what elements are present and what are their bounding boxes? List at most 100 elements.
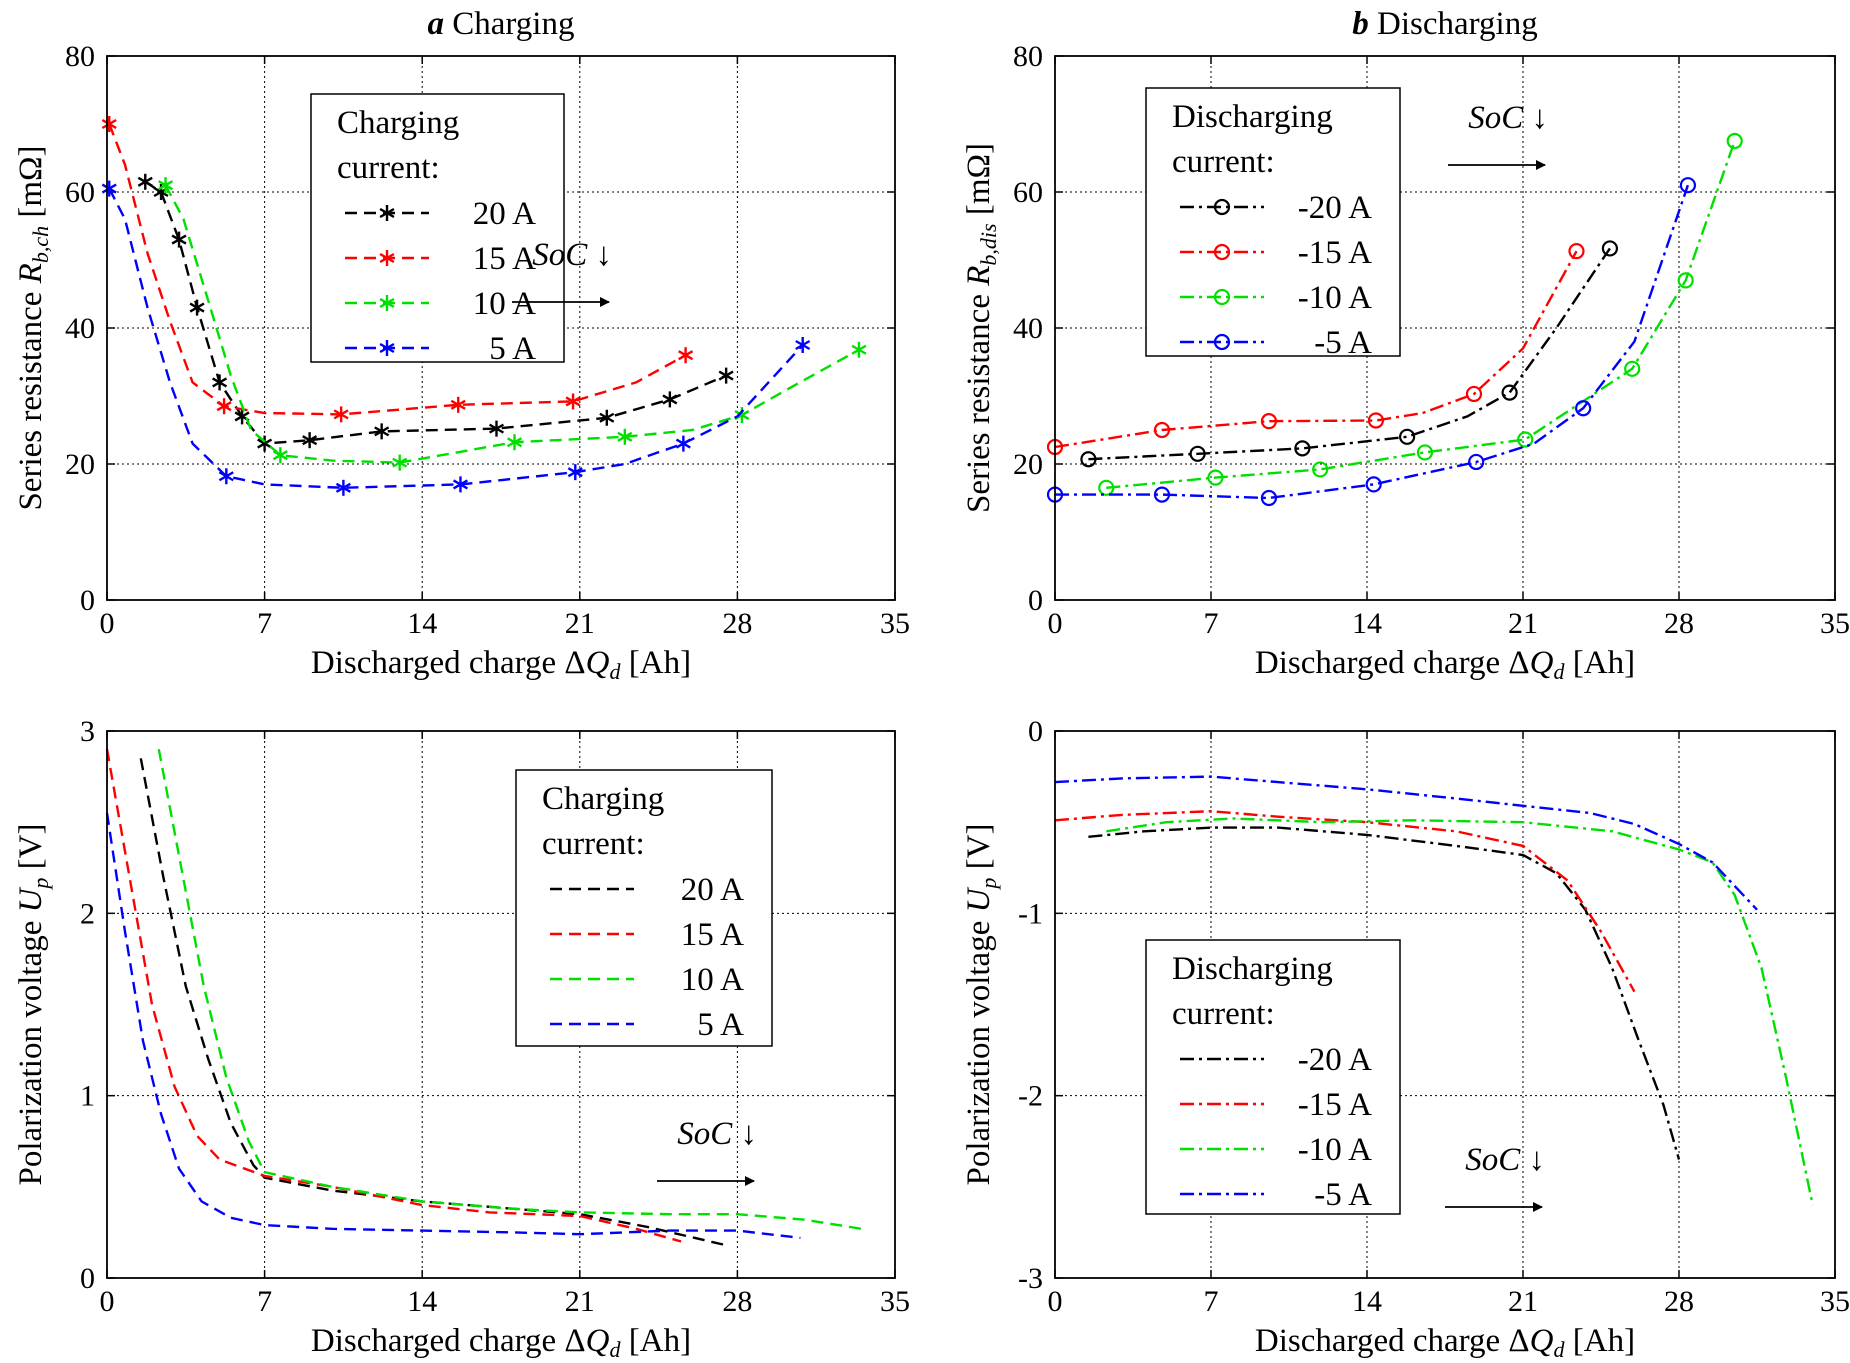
data-point (189, 299, 205, 316)
x-tick-label: 7 (1204, 1285, 1219, 1318)
series-line-20A (139, 758, 727, 1247)
legend-title: Charging (542, 781, 664, 817)
x-axis-label: Discharged charge ΔQd [Ah] (1255, 1323, 1635, 1362)
legend-box (310, 93, 565, 363)
x-axis-label: Discharged charge ΔQd [Ah] (1255, 645, 1635, 684)
x-tick-label: 35 (880, 1285, 910, 1318)
y-tick-label: 0 (80, 584, 95, 617)
x-tick-label: 0 (1048, 607, 1063, 640)
plot-frame (1054, 730, 1836, 1279)
x-tick-label: 21 (1508, 607, 1538, 640)
legend-label: 5 A (489, 331, 536, 367)
legend: Charging current: 20 A 15 A 10 A 5 A (515, 769, 773, 1047)
data-point (1312, 461, 1329, 478)
data-point (257, 435, 273, 452)
x-tick-label: 7 (1204, 607, 1219, 640)
y-tick-label: 80 (65, 40, 95, 73)
y-tick-label: -3 (1018, 1262, 1043, 1295)
chart-title: b Discharging (1352, 6, 1537, 42)
legend-marker (1213, 333, 1231, 351)
plot-frame (1054, 55, 1836, 601)
legend-label: 5 A (697, 1007, 744, 1043)
series-line-neg10A (1106, 817, 1814, 1206)
data-point (718, 367, 734, 384)
data-point (1501, 384, 1518, 401)
data-point (506, 434, 523, 451)
legend-label: -15 A (1298, 235, 1372, 271)
data-point (212, 374, 228, 391)
x-axis-label: Discharged charge ΔQd [Ah] (311, 645, 691, 684)
data-point (302, 432, 318, 449)
series-line-neg20A (1088, 247, 1611, 461)
y-tick-label: 0 (80, 1262, 95, 1295)
series-line-10A (157, 748, 862, 1230)
x-tick-label: 0 (1048, 1285, 1063, 1318)
data-point (450, 396, 466, 413)
data-point (1468, 453, 1485, 471)
series-line-5A (105, 812, 801, 1240)
legend-label: 20 A (681, 872, 744, 908)
data-point (272, 447, 288, 464)
x-tick-label: 21 (565, 1285, 595, 1318)
data-point (171, 231, 187, 248)
data-point (1679, 177, 1697, 194)
legend-title: Charging (337, 105, 459, 141)
soc-annotation: SoC ↓ (1468, 100, 1548, 136)
y-tick-label: 20 (1013, 448, 1043, 481)
series-line-5A (108, 188, 804, 490)
plot-frame (106, 55, 896, 601)
legend: Discharging current: -20 A -15 A -10 A -5 A (1145, 939, 1401, 1215)
series-line-neg15A (1054, 250, 1578, 449)
data-point (1153, 421, 1171, 439)
y-tick-label: 40 (65, 312, 95, 345)
legend-marker (379, 340, 395, 356)
legend-title: Discharging (1172, 99, 1333, 135)
legend-label: 10 A (681, 962, 744, 998)
chart-panel-d: 0 7 14 21 28 35 -3 -2 -1 0 Discharged charge ΔQd [… (961, 715, 1850, 1362)
data-point (1207, 469, 1224, 486)
legend: Discharging current: -20 A -15 A -10 A -5 A (1145, 87, 1401, 361)
legend-box (1145, 87, 1401, 357)
legend-label: -20 A (1298, 1042, 1372, 1078)
x-tick-label: 14 (1352, 607, 1382, 640)
y-tick-label: 40 (1013, 312, 1043, 345)
data-point (392, 454, 408, 471)
plot-frame (106, 730, 896, 1279)
x-tick-label: 7 (257, 1285, 272, 1318)
data-point (1365, 476, 1382, 493)
legend-box (515, 769, 773, 1047)
data-point (218, 468, 234, 485)
legend-marker (379, 295, 395, 311)
series-line-15A (105, 748, 682, 1243)
chart-title: a Charging (428, 6, 575, 42)
legend-label: 10 A (473, 286, 536, 322)
y-tick-label: 0 (1028, 584, 1043, 617)
x-tick-label: 21 (565, 607, 595, 640)
legend-marker (1213, 288, 1231, 306)
soc-annotation: SoC ↓ (1465, 1142, 1545, 1178)
legend-label: -10 A (1298, 1132, 1372, 1168)
data-point (1601, 240, 1619, 257)
data-point (1517, 431, 1534, 448)
legend-marker (1213, 243, 1231, 261)
legend-label: -10 A (1298, 280, 1372, 316)
chart-panel-c: 0 7 14 21 28 35 0 1 2 3 Discharged charge ΔQd [Ah]… (13, 715, 910, 1362)
data-point (1726, 132, 1743, 150)
data-point (452, 476, 469, 493)
data-point (335, 479, 351, 496)
soc-annotation: SoC ↓ (677, 1116, 757, 1152)
data-point (1399, 428, 1416, 445)
y-tick-label: -2 (1018, 1080, 1043, 1113)
legend-box (1145, 939, 1401, 1215)
data-point (158, 177, 174, 194)
series-line-neg15A (1054, 809, 1636, 993)
series-line-10A (164, 184, 860, 464)
data-point (1189, 445, 1206, 462)
x-tick-label: 0 (100, 1285, 115, 1318)
y-tick-label: 0 (1028, 715, 1043, 748)
y-tick-label: 1 (80, 1080, 95, 1113)
legend-label: -5 A (1314, 1177, 1372, 1213)
x-axis-label: Discharged charge ΔQd [Ah] (311, 1323, 691, 1362)
data-point (1367, 412, 1385, 429)
legend-marker (379, 250, 395, 266)
